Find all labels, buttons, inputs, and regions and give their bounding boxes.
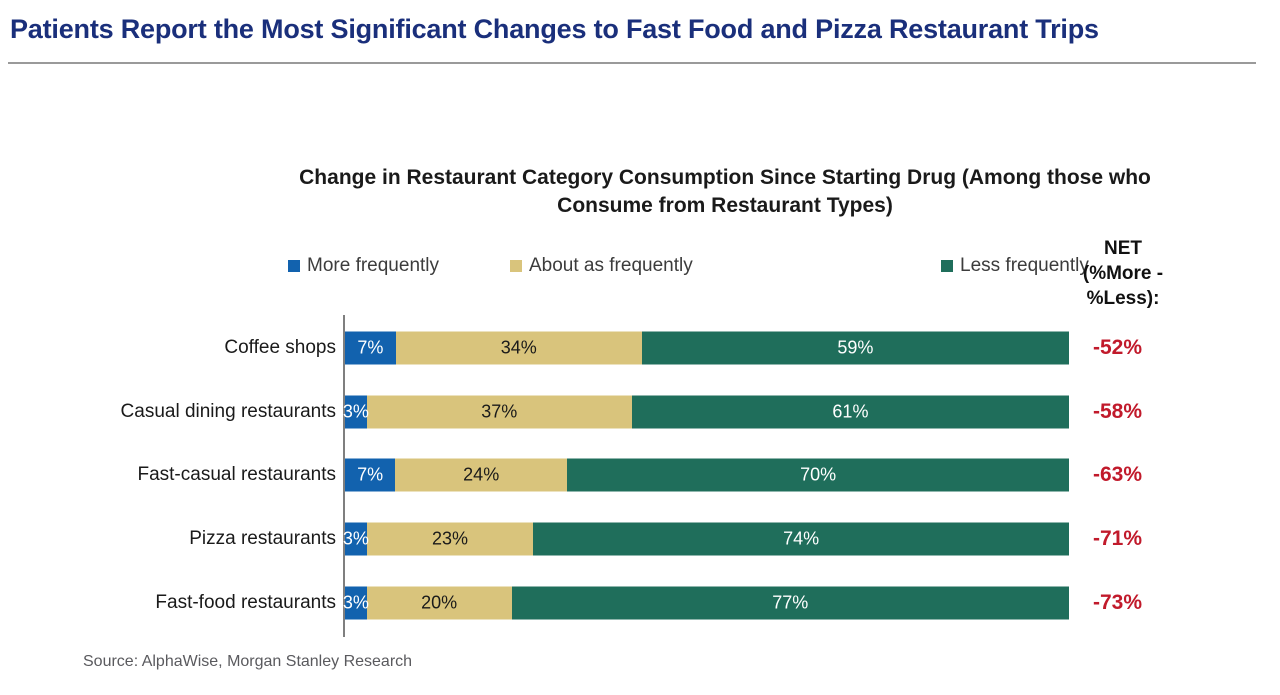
bar-value-label: 37% [481, 401, 518, 422]
legend-item-2: Less frequently [941, 255, 1089, 277]
net-value: -52% [1093, 335, 1143, 359]
net-value: -63% [1093, 463, 1143, 487]
bar-value-label: 59% [837, 337, 874, 358]
bar-segment-2: 61% [631, 395, 1069, 429]
legend-label: More frequently [307, 255, 440, 276]
y-axis-line [343, 315, 345, 637]
bar-segment-0: 3% [342, 395, 369, 429]
bar-value-label: 24% [463, 464, 500, 485]
bar-segment-1: 23% [366, 522, 534, 556]
category-label: Fast-food restaurants [155, 592, 336, 614]
bar-value-label: 34% [500, 337, 537, 358]
source-note: Source: AlphaWise, Morgan Stanley Resear… [83, 653, 413, 670]
stacked-bar: 3% 37% 61% [342, 395, 1069, 429]
legend-label: About as frequently [529, 255, 693, 276]
bar-value-label: 74% [783, 528, 820, 549]
bar-segment-2: 59% [641, 331, 1069, 365]
legend-swatch-icon [510, 260, 522, 272]
chart-title: Change in Restaurant Category Consumptio… [299, 166, 1151, 217]
bar-segment-2: 70% [567, 458, 1069, 492]
bar-value-label: 3% [342, 401, 369, 422]
stacked-bar: 3% 20% 77% [342, 586, 1069, 620]
category-label: Fast-casual restaurants [137, 464, 336, 486]
bar-segment-1: 20% [366, 586, 512, 620]
bar-value-label: 3% [342, 592, 369, 613]
bar-segment-0: 3% [342, 586, 369, 620]
chart-rows: Coffee shops 7% 34% 59% -52% Casual dining re… [0, 316, 1280, 635]
bar-segment-0: 7% [345, 458, 396, 492]
category-label: Pizza restaurants [189, 528, 336, 550]
chart-row: Fast-casual restaurants 7% 24% 70% -63% [0, 444, 1280, 508]
bar-segment-1: 37% [366, 395, 632, 429]
page-title: Patients Report the Most Significant Cha… [10, 14, 1099, 44]
bar-segment-2: 74% [533, 522, 1069, 556]
category-label: Casual dining restaurants [120, 400, 336, 422]
chart-row: Coffee shops 7% 34% 59% -52% [0, 316, 1280, 380]
bar-segment-1: 24% [395, 458, 568, 492]
stacked-bar: 7% 34% 59% [345, 331, 1069, 365]
bar-value-label: 7% [357, 464, 384, 485]
legend-label: Less frequently [960, 255, 1089, 276]
chart-row: Fast-food restaurants 3% 20% 77% -73% [0, 571, 1280, 635]
bar-segment-1: 34% [395, 331, 642, 365]
bar-value-label: 7% [357, 337, 384, 358]
bar-value-label: 3% [342, 528, 369, 549]
bar-value-label: 61% [832, 401, 869, 422]
net-value: -58% [1093, 399, 1143, 423]
legend-swatch-icon [288, 260, 300, 272]
stacked-bar: 3% 23% 74% [342, 522, 1069, 556]
bar-segment-2: 77% [511, 586, 1069, 620]
net-value: -73% [1093, 591, 1143, 615]
legend-item-1: About as frequently [510, 255, 693, 277]
net-column-header: NET (%More - %Less): [1082, 238, 1164, 309]
legend-item-0: More frequently [288, 255, 439, 277]
bar-segment-0: 3% [342, 522, 369, 556]
bar-value-label: 70% [800, 464, 837, 485]
bar-segment-0: 7% [345, 331, 396, 365]
category-label: Coffee shops [224, 336, 336, 358]
stacked-bar: 7% 24% 70% [345, 458, 1069, 492]
chart-row: Pizza restaurants 3% 23% 74% -71% [0, 507, 1280, 571]
bar-value-label: 23% [431, 528, 468, 549]
net-value: -71% [1093, 527, 1143, 551]
title-divider [8, 62, 1256, 64]
bar-value-label: 77% [772, 592, 809, 613]
legend-swatch-icon [941, 260, 953, 272]
bar-value-label: 20% [421, 592, 458, 613]
chart-row: Casual dining restaurants 3% 37% 61% -58% [0, 380, 1280, 444]
